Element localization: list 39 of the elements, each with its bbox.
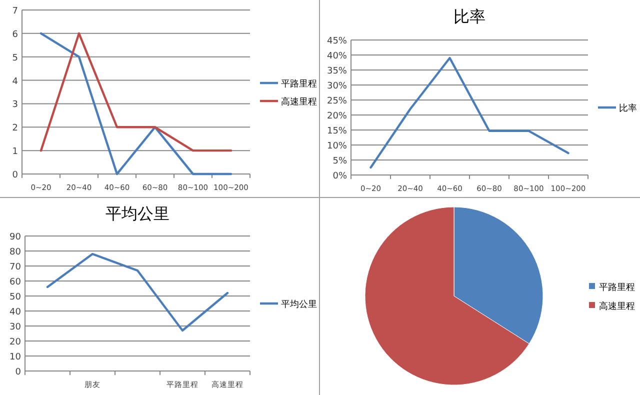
line-series bbox=[46, 252, 229, 332]
y-tick-label: 50 bbox=[10, 292, 22, 302]
y-tick-label: 1 bbox=[12, 147, 18, 158]
y-tick-label: 7 bbox=[12, 6, 18, 16]
legend-label: 平路里程 bbox=[281, 78, 317, 90]
y-tick-label: 20 bbox=[10, 338, 22, 348]
legend-label: 高速里程 bbox=[599, 301, 635, 312]
line-series bbox=[40, 32, 232, 176]
y-tick-label: 45% bbox=[326, 36, 348, 46]
legend-label: 比率 bbox=[619, 103, 637, 114]
y-tick-label: 3 bbox=[12, 100, 18, 110]
y-tick-label: 30% bbox=[326, 82, 348, 92]
y-tick-label: 25% bbox=[326, 96, 348, 106]
y-tick-label: 10 bbox=[10, 352, 22, 362]
line-series bbox=[370, 56, 570, 169]
y-tick-label: 40% bbox=[326, 52, 348, 62]
y-tick-label: 80 bbox=[10, 248, 22, 258]
y-tick-label: 30 bbox=[10, 322, 22, 332]
y-tick-label: 6 bbox=[12, 30, 18, 40]
y-tick-label: 90 bbox=[10, 232, 22, 242]
y-tick-label: 5 bbox=[12, 53, 18, 64]
legend-label: 平均公里 bbox=[281, 299, 317, 310]
legend-label: 平路里程 bbox=[599, 282, 635, 293]
y-tick-label: 0 bbox=[15, 368, 22, 378]
y-tick-label: 60 bbox=[10, 278, 22, 288]
y-tick-label: 20% bbox=[326, 112, 348, 122]
y-tick-label: 0 bbox=[12, 170, 18, 180]
chart-title: 比率 bbox=[454, 7, 486, 26]
legend-label: 高速里程 bbox=[281, 96, 317, 108]
y-tick-label: 0% bbox=[332, 172, 348, 182]
y-tick-label: 70 bbox=[10, 262, 22, 272]
y-tick-label: 4 bbox=[12, 76, 18, 87]
y-tick-label: 15% bbox=[326, 126, 348, 136]
y-tick-label: 2 bbox=[12, 124, 18, 134]
chart-title: 平均公里 bbox=[106, 204, 170, 223]
y-tick-label: 10% bbox=[326, 142, 348, 152]
y-tick-label: 40 bbox=[10, 308, 22, 318]
y-tick-label: 5% bbox=[332, 156, 348, 166]
y-tick-label: 35% bbox=[326, 66, 348, 76]
